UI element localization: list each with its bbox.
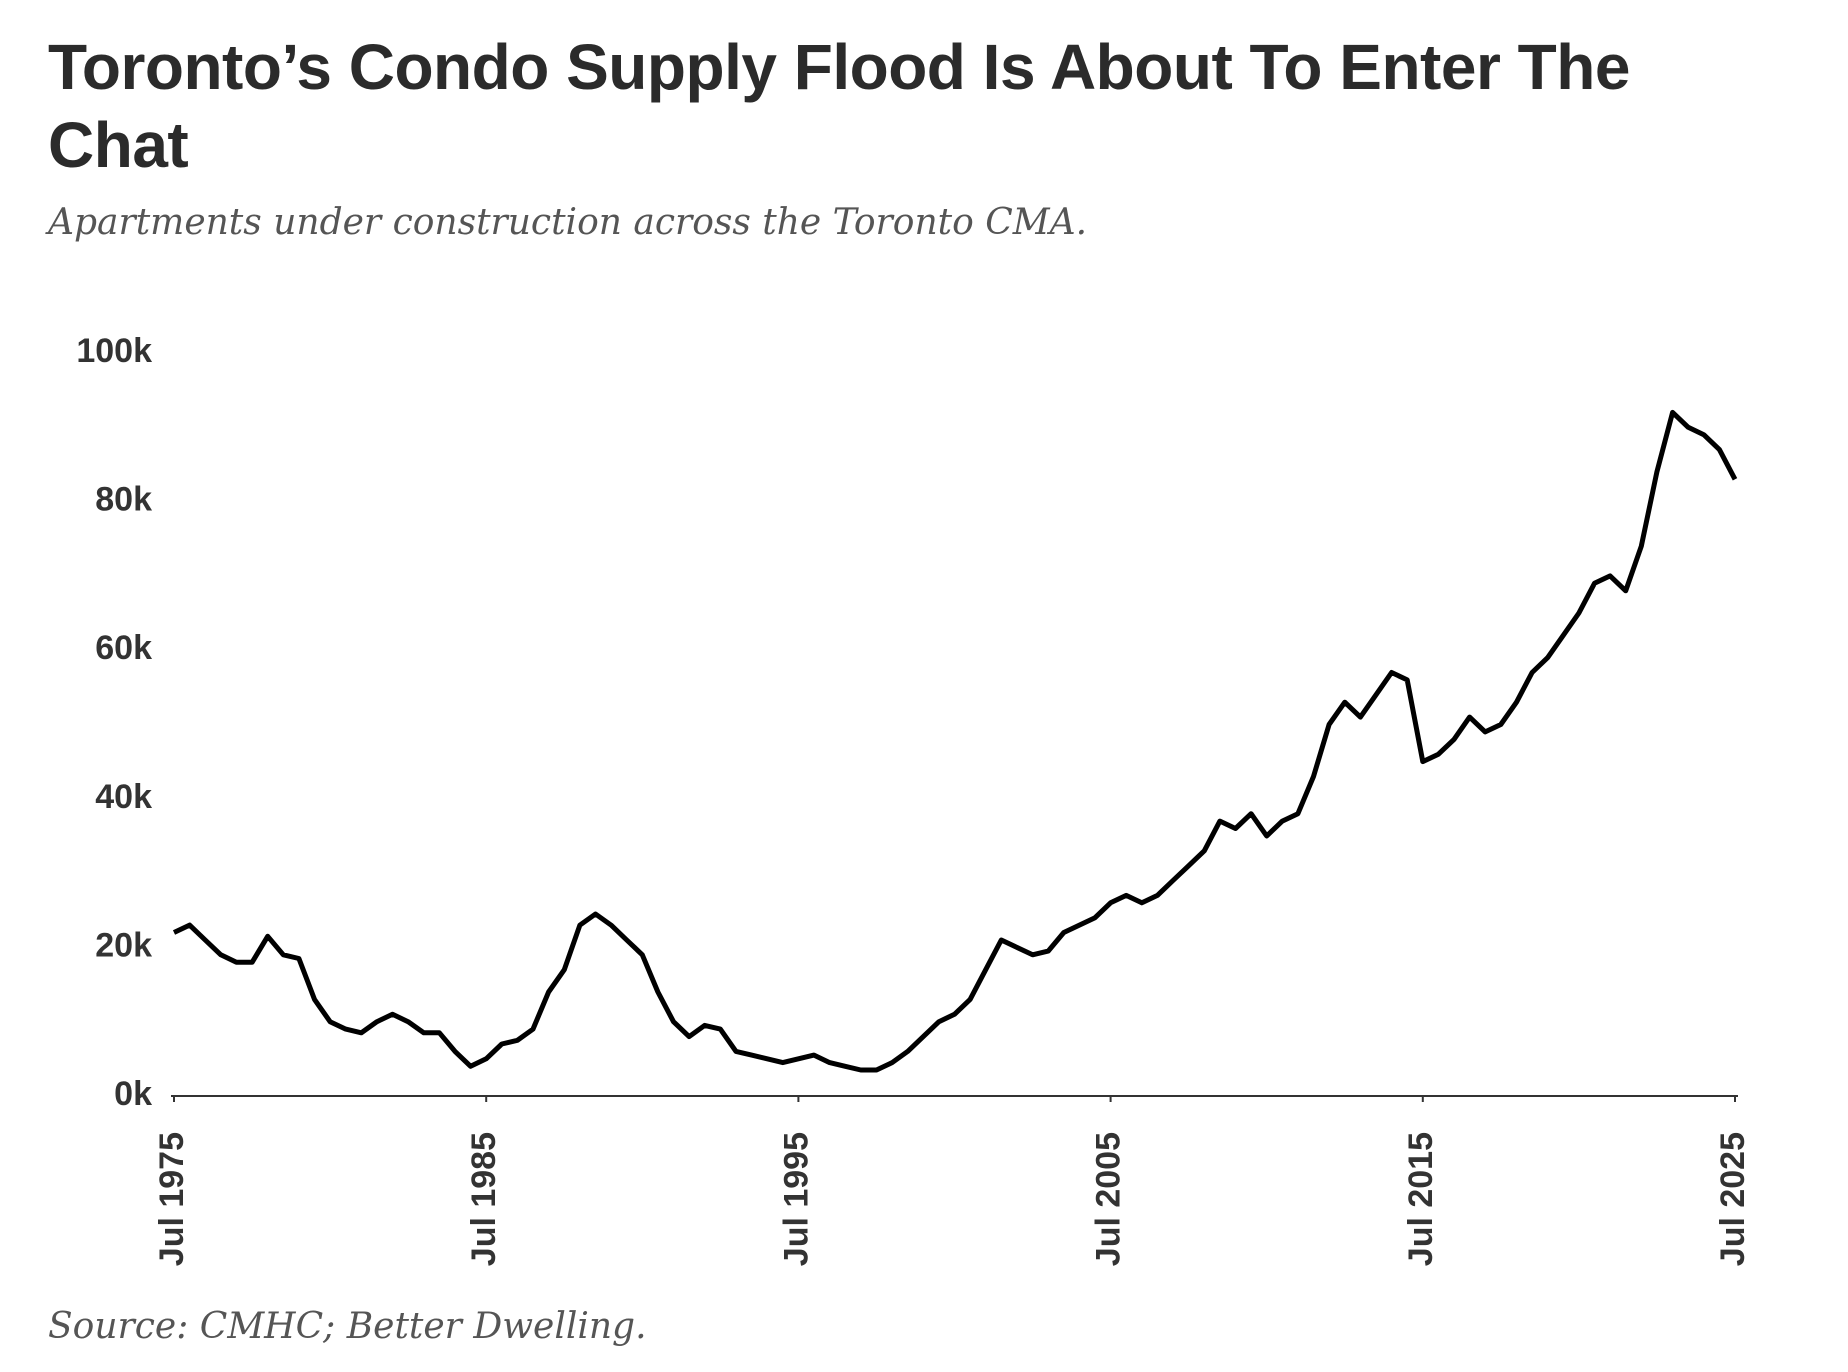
y-tick-label: 40k — [95, 778, 152, 816]
y-tick-label: 80k — [95, 481, 152, 519]
x-tick-label: Jul 1995 — [777, 1132, 815, 1266]
x-tick-label: Jul 2015 — [1402, 1132, 1440, 1266]
y-tick-label: 60k — [95, 629, 152, 667]
x-tick-label: Jul 2025 — [1714, 1132, 1752, 1266]
chart-title: Toronto’s Condo Supply Flood Is About To… — [48, 31, 1630, 181]
y-tick-label: 100k — [76, 332, 152, 370]
x-tick-label: Jul 1975 — [153, 1132, 191, 1266]
data-line — [172, 409, 1738, 1073]
y-tick-label: 0k — [114, 1075, 152, 1113]
x-tick-label: Jul 1985 — [465, 1132, 503, 1266]
x-tick-label: Jul 2005 — [1090, 1132, 1128, 1266]
source-note: Source: CMHC; Better Dwelling. — [48, 1306, 647, 1347]
y-tick-label: 20k — [95, 926, 152, 964]
chart-subtitle: Apartments under construction across the… — [48, 202, 1088, 243]
